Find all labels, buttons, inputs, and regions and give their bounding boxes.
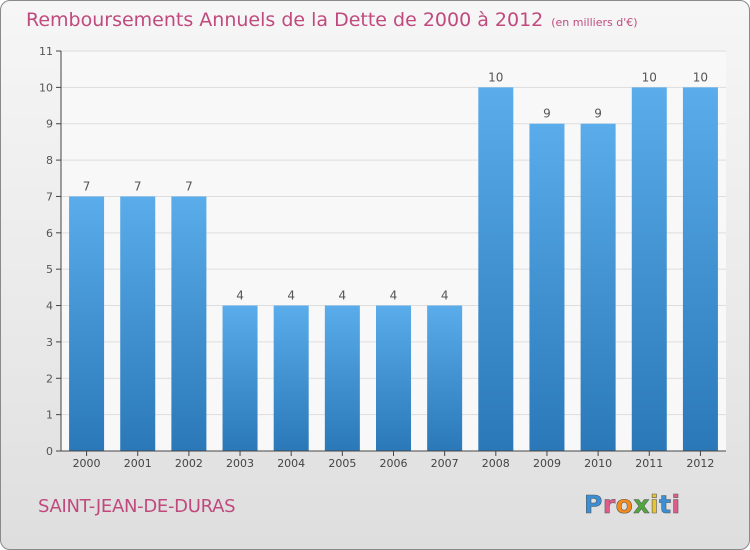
logo-letter: x	[633, 490, 650, 520]
axes: 0 1 2 3 4 5 6 7 8 9 10 11 2000 2001 2002 2003 2004 2005 20…	[39, 45, 726, 470]
bar-2008	[478, 87, 514, 451]
y-tick-label: 2	[46, 372, 53, 385]
data-label: 4	[287, 289, 295, 303]
y-tick-label: 9	[46, 118, 53, 131]
data-label: 10	[693, 70, 708, 84]
x-tick-label: 2011	[635, 457, 663, 470]
y-tick-label: 5	[46, 263, 53, 276]
chart-unit: (en milliers d'€)	[551, 16, 638, 29]
bar-2004	[273, 305, 309, 451]
x-tick-label: 2009	[533, 457, 561, 470]
x-tick-label: 2006	[380, 457, 408, 470]
bar-2000	[69, 196, 105, 451]
data-label: 7	[185, 179, 193, 193]
x-tick-label: 2000	[73, 457, 101, 470]
y-tick-label: 8	[46, 154, 53, 167]
bar-2005	[324, 305, 360, 451]
data-label: 9	[594, 107, 602, 121]
y-tick-label: 7	[46, 190, 53, 203]
y-tick-label: 10	[39, 81, 53, 94]
bar-2002	[171, 196, 207, 451]
x-tick-label: 2002	[175, 457, 203, 470]
bar-2003	[222, 305, 258, 451]
data-label: 4	[236, 289, 244, 303]
y-tick-label: 11	[39, 45, 53, 58]
logo-letter: i	[671, 490, 681, 520]
bar-2009	[529, 123, 565, 452]
logo-letter: i	[650, 490, 660, 520]
data-label: 10	[642, 70, 657, 84]
y-tick-label: 0	[46, 445, 53, 458]
logo-letter: r	[602, 490, 616, 520]
bars: 7 7 7 4 4 4 4 4 10 9 9 10 10	[69, 70, 718, 452]
x-tick-label: 2010	[584, 457, 612, 470]
bar-2010	[580, 123, 616, 452]
y-tick-label: 4	[46, 300, 53, 313]
data-label: 7	[83, 179, 91, 193]
x-tick-label: 2012	[686, 457, 714, 470]
chart-title-text: Remboursements Annuels de la Dette de 20…	[26, 9, 544, 31]
y-tick-label: 1	[46, 409, 53, 422]
data-label: 9	[543, 107, 551, 121]
y-tick-label: 6	[46, 227, 53, 240]
commune-name: SAINT-JEAN-DE-DURAS	[38, 496, 236, 517]
bar-2012	[682, 87, 718, 451]
bar-2001	[120, 196, 156, 451]
bar-2007	[427, 305, 463, 451]
data-label: 4	[339, 289, 347, 303]
bar-2006	[376, 305, 411, 451]
data-label: 4	[441, 289, 449, 303]
proxiti-logo[interactable]: Proxiti	[584, 490, 681, 520]
chart-title: Remboursements Annuels de la Dette de 20…	[26, 9, 638, 31]
data-label: 10	[488, 70, 503, 84]
logo-letter: t	[659, 490, 672, 520]
bar-2011	[631, 87, 667, 451]
logo-letter: o	[615, 490, 634, 520]
x-tick-label: 2008	[482, 457, 510, 470]
x-tick-label: 2004	[277, 457, 305, 470]
x-tick-label: 2003	[226, 457, 254, 470]
logo-letter: P	[584, 490, 603, 520]
x-tick-label: 2001	[124, 457, 152, 470]
data-label: 4	[390, 289, 398, 303]
data-label: 7	[134, 179, 142, 193]
x-tick-label: 2007	[431, 457, 459, 470]
y-tick-label: 3	[46, 336, 53, 349]
x-tick-label: 2005	[328, 457, 356, 470]
